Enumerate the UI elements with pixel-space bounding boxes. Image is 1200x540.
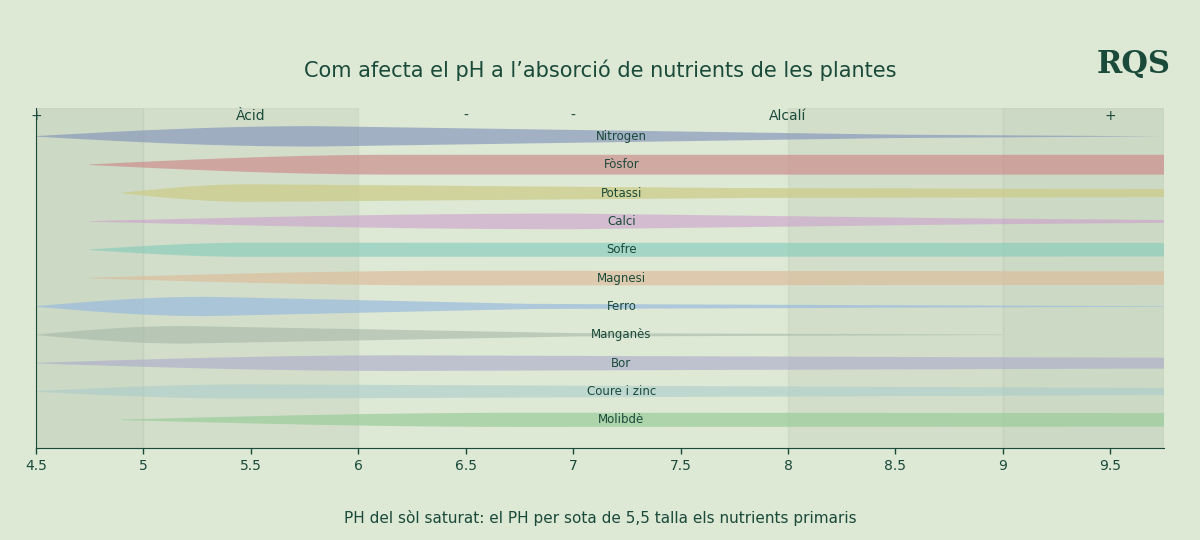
Text: +: + (30, 109, 42, 123)
Bar (788, 108, 1003, 448)
Text: Alcalí: Alcalí (769, 109, 806, 123)
Text: Sofre: Sofre (606, 243, 637, 256)
Text: -: - (463, 109, 468, 123)
Title: Com afecta el pH a l’absorció de nutrients de les plantes: Com afecta el pH a l’absorció de nutrien… (304, 60, 896, 82)
Text: Molibdè: Molibdè (599, 413, 644, 427)
Polygon shape (90, 242, 1164, 257)
Text: Nitrogen: Nitrogen (596, 130, 647, 143)
Text: Bor: Bor (611, 356, 631, 370)
Polygon shape (36, 384, 1164, 399)
Polygon shape (36, 326, 1003, 343)
Text: RQS: RQS (1097, 49, 1171, 80)
Polygon shape (122, 184, 1164, 202)
Bar (144, 108, 359, 448)
Text: Manganès: Manganès (592, 328, 652, 341)
Polygon shape (36, 297, 1164, 316)
Bar (36, 108, 144, 448)
Text: Calci: Calci (607, 215, 636, 228)
Text: -: - (571, 109, 576, 123)
Polygon shape (36, 355, 1164, 371)
Text: Potassi: Potassi (601, 186, 642, 200)
Text: +: + (1104, 109, 1116, 123)
Text: Magnesi: Magnesi (596, 272, 646, 285)
Polygon shape (90, 214, 1164, 229)
Text: Ferro: Ferro (606, 300, 636, 313)
Text: Coure i zinc: Coure i zinc (587, 385, 656, 398)
Text: Fòsfor: Fòsfor (604, 158, 640, 171)
Polygon shape (36, 126, 1164, 146)
Text: Àcid: Àcid (236, 109, 265, 123)
Polygon shape (122, 413, 1164, 427)
Text: PH del sòl saturat: el PH per sota de 5,5 talla els nutrients primaris: PH del sòl saturat: el PH per sota de 5,… (343, 510, 857, 526)
Polygon shape (90, 271, 1164, 286)
Bar (1003, 108, 1164, 448)
Polygon shape (90, 155, 1164, 174)
